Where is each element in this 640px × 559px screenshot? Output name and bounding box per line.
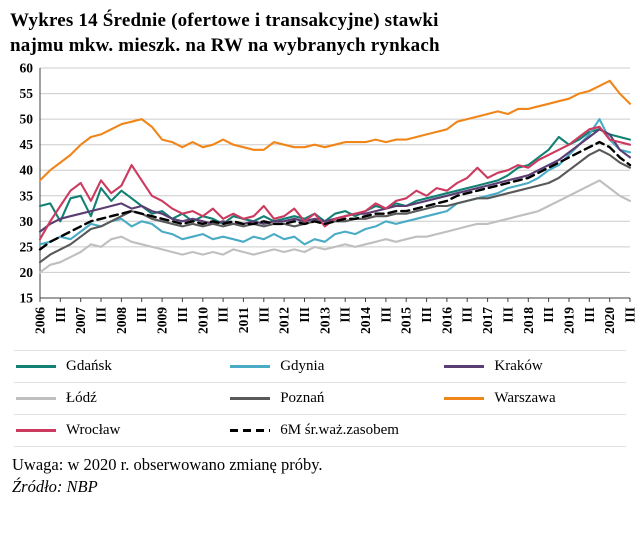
x-tick-label: III bbox=[134, 307, 149, 323]
x-tick-label: 2018 bbox=[521, 307, 536, 334]
x-tick-label: 2011 bbox=[236, 307, 251, 334]
legend-label-wroclaw: Wrocław bbox=[66, 422, 121, 439]
y-tick-label: 50 bbox=[20, 112, 34, 127]
legend-label-gdynia: Gdynia bbox=[280, 358, 325, 375]
legend-marker-gdansk bbox=[16, 365, 56, 369]
y-tick-label: 35 bbox=[20, 188, 34, 203]
chart-legend: Gdańsk Gdynia Kraków Łódź Poznań Warszawa Wroc… bbox=[14, 350, 626, 448]
y-tick-label: 40 bbox=[20, 163, 34, 178]
legend-label-lodz: Łódź bbox=[66, 390, 97, 407]
x-tick-label: III bbox=[338, 307, 353, 323]
legend-item-gdansk: Gdańsk bbox=[14, 350, 229, 382]
legend-marker-lodz bbox=[16, 397, 56, 401]
x-tick-label: III bbox=[297, 307, 312, 323]
legend-item-warszawa: Warszawa bbox=[442, 382, 626, 414]
legend-label-krakow: Kraków bbox=[494, 358, 543, 375]
legend-marker-warszawa bbox=[444, 397, 485, 401]
x-tick-label: 2014 bbox=[358, 307, 373, 334]
x-tick-label: 2006 bbox=[33, 307, 48, 334]
legend-item-krakow: Kraków bbox=[442, 350, 626, 382]
x-tick-label: III bbox=[175, 307, 190, 323]
legend-marker-poznan bbox=[230, 397, 271, 401]
legend-label-6m: 6M śr.waż.zasobem bbox=[280, 422, 399, 439]
x-tick-label: III bbox=[94, 307, 109, 323]
x-tick-label: 2019 bbox=[562, 307, 577, 334]
series-line-wroclaw bbox=[38, 125, 632, 241]
y-tick-label: 20 bbox=[20, 265, 34, 280]
x-tick-label: III bbox=[460, 307, 475, 323]
x-tick-label: 2010 bbox=[195, 307, 210, 334]
legend-marker-gdynia bbox=[230, 365, 271, 369]
x-tick-label: 2016 bbox=[439, 307, 454, 334]
y-tick-label: 30 bbox=[20, 214, 34, 229]
x-tick-label: III bbox=[378, 307, 393, 323]
x-tick-label: III bbox=[582, 307, 597, 323]
series-line-warszawa bbox=[38, 79, 632, 182]
legend-item-lodz: Łódź bbox=[14, 382, 229, 414]
x-tick-label: 2009 bbox=[155, 307, 170, 334]
y-tick-label: 25 bbox=[20, 240, 34, 255]
x-tick-label: III bbox=[541, 307, 556, 323]
x-tick-label: 2008 bbox=[114, 307, 129, 334]
x-tick-label: 2020 bbox=[602, 307, 617, 334]
x-tick-label: III bbox=[256, 307, 271, 323]
x-tick-label: 2015 bbox=[399, 307, 414, 334]
x-tick-label: III bbox=[53, 307, 68, 323]
legend-filler bbox=[442, 414, 626, 446]
legend-label-poznan: Poznań bbox=[280, 390, 325, 407]
legend-label-warszawa: Warszawa bbox=[494, 390, 556, 407]
x-tick-label: 2012 bbox=[277, 307, 292, 334]
chart-title: Wykres 14 Średnie (ofertowe i transakcyj… bbox=[10, 10, 440, 57]
x-tick-label: III bbox=[216, 307, 231, 323]
legend-item-gdynia: Gdynia bbox=[228, 350, 443, 382]
legend-marker-wroclaw bbox=[16, 429, 56, 433]
x-tick-label: 2013 bbox=[317, 307, 332, 334]
legend-marker-6m bbox=[230, 429, 271, 433]
series-line-gdynia bbox=[38, 118, 632, 246]
y-tick-label: 55 bbox=[20, 86, 34, 101]
x-tick-label: III bbox=[500, 307, 515, 323]
legend-item-wroclaw: Wrocław bbox=[14, 414, 229, 446]
series-line-gdansk bbox=[38, 128, 632, 226]
rent-chart: 15 20 25 30 35 40 45 50 55 60 2006 III 2007 III 2008 II… bbox=[20, 61, 638, 335]
y-tick-label: 15 bbox=[20, 291, 34, 306]
x-tick-label: 2007 bbox=[73, 307, 88, 334]
x-tick-label: III bbox=[419, 307, 434, 323]
legend-item-6m: 6M śr.waż.zasobem bbox=[228, 414, 443, 446]
chart-source: Źródło: NBP bbox=[12, 477, 98, 497]
legend-marker-krakow bbox=[444, 365, 485, 369]
x-tick-label: 2017 bbox=[480, 307, 495, 334]
chart-note: Uwaga: w 2020 r. obserwowano zmianę prób… bbox=[12, 455, 323, 475]
series-line-6m bbox=[38, 141, 632, 251]
y-tick-label: 45 bbox=[20, 137, 34, 152]
legend-label-gdansk: Gdańsk bbox=[66, 358, 112, 375]
series-line-lodz bbox=[38, 179, 632, 274]
y-tick-label: 60 bbox=[20, 61, 34, 76]
legend-item-poznan: Poznań bbox=[228, 382, 443, 414]
x-tick-label: III bbox=[623, 307, 638, 323]
